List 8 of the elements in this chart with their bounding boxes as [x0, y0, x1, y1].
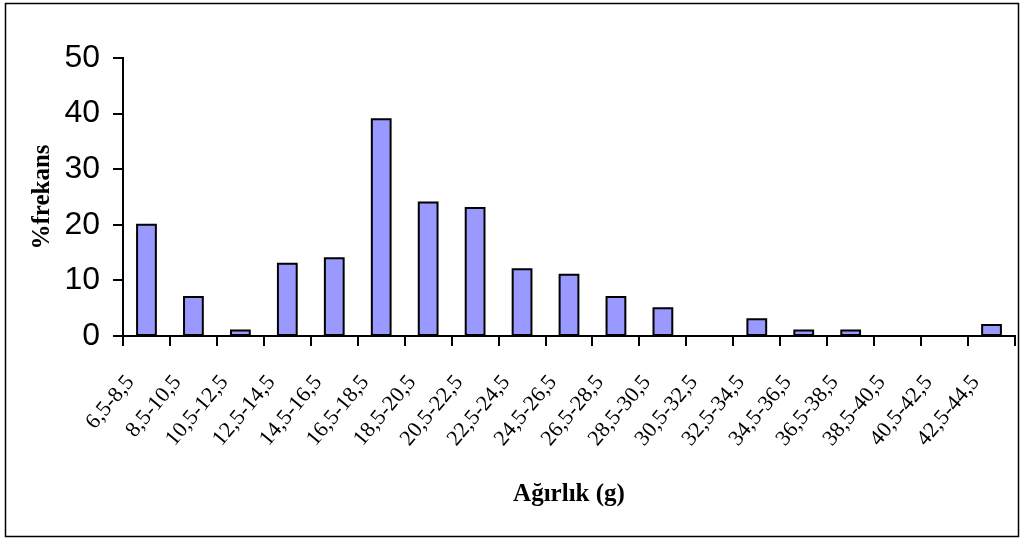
y-tick-label: 0 — [82, 315, 100, 352]
x-axis-title: Ağırlık (g) — [513, 479, 625, 508]
y-tick-label: 50 — [64, 37, 100, 74]
y-axis-title: %frekans — [27, 144, 55, 250]
y-tick-label: 40 — [64, 93, 100, 130]
y-tick-label: 30 — [64, 149, 100, 186]
y-tick-label: 10 — [64, 260, 100, 297]
y-tick-label: 20 — [64, 204, 100, 241]
